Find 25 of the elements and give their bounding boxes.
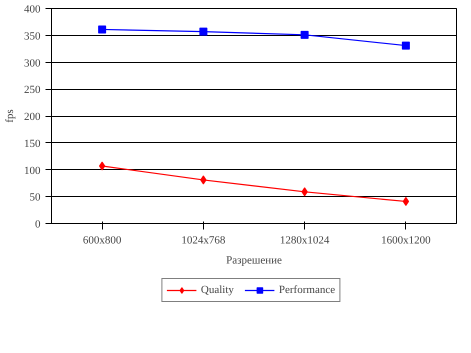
- legend-label: Performance: [278, 283, 336, 297]
- x-axis-title: Разрешение: [226, 254, 282, 266]
- y-tick-label: 350: [24, 30, 41, 42]
- point: [200, 175, 207, 184]
- point: [402, 196, 410, 206]
- x-tick-label: 600x800: [82, 234, 122, 246]
- point: [402, 42, 410, 50]
- y-tick-label: 150: [24, 138, 41, 150]
- point: [199, 28, 208, 36]
- point: [301, 187, 308, 196]
- y-tick-label: 50: [30, 192, 41, 204]
- y-tick-label: 200: [24, 111, 41, 123]
- y-tick-label: 300: [24, 57, 41, 70]
- y-tick-label: 0: [35, 218, 41, 230]
- x-tick-label: 1280x1024: [280, 234, 330, 246]
- point: [98, 25, 106, 34]
- point: [98, 161, 106, 170]
- legend-label: Quality: [200, 283, 234, 297]
- point: [300, 30, 309, 39]
- x-tick-label: 1600x1200: [381, 234, 432, 246]
- y-tick-label: 400: [24, 4, 41, 16]
- y-axis-title: fps: [4, 109, 16, 123]
- y-tick-label: 100: [24, 164, 41, 177]
- x-tick-label: 1024x768: [181, 234, 226, 246]
- y-tick-label: 250: [24, 84, 41, 96]
